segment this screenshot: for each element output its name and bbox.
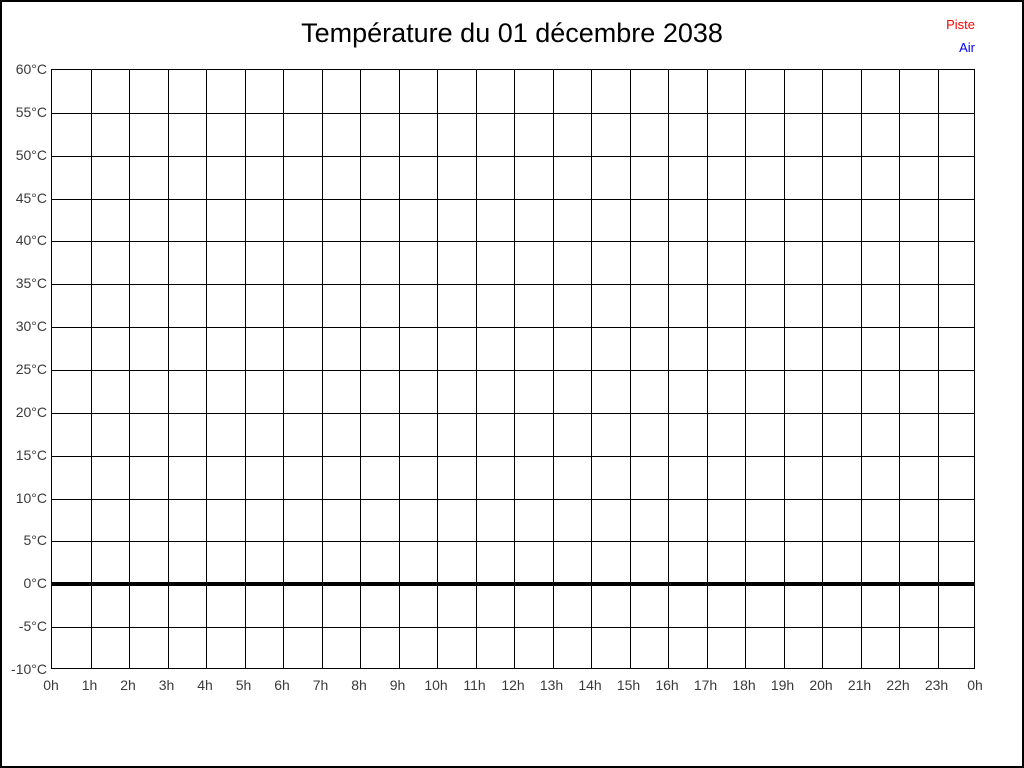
x-tick-label: 18h [732,677,756,693]
y-tick-label: 10°C [15,489,47,506]
grid-line-horizontal [52,327,974,329]
grid-line-vertical [822,70,823,668]
grid-line-horizontal [52,370,974,371]
x-axis-labels: 0h 1h 2h 3h 4h 5h 6h 7h 8h 9h 10h 11h 12h 13h 14h 15h 16… [43,677,983,697]
grid-line-horizontal [52,541,974,543]
y-tick-label: 5°C [23,532,48,549]
x-tick-label: 19h [770,677,795,693]
y-tick-label: 40°C [15,232,47,249]
x-tick-label: 0h [967,677,983,693]
x-tick-label: 21h [847,677,872,693]
grid-line-vertical [129,70,130,668]
x-tick-label: 9h [389,677,406,693]
grid-line-vertical [206,70,207,668]
y-tick-label: -10°C [11,661,47,677]
x-tick-label: 1h [81,677,98,693]
chart-title: Température du 01 décembre 2038 [301,18,723,48]
x-tick-label: 22h [886,677,910,693]
x-tick-label: 12h [501,677,525,693]
grid-line-horizontal [52,284,974,286]
grid-line-vertical [244,70,246,668]
grid-line-horizontal [52,112,974,114]
legend: Piste Air [946,13,975,59]
x-tick-label: 8h [351,677,367,693]
grid-line-vertical [591,70,592,668]
grid-line-vertical [899,70,900,668]
x-tick-label: 13h [539,677,564,693]
grid-line-vertical [629,70,631,668]
grid-line-vertical [398,70,400,668]
legend-entry-air: Air [959,40,975,55]
x-tick-label: 15h [616,677,641,693]
grid-line-vertical [552,70,554,668]
x-tick-label: 14h [578,677,602,693]
x-tick-label: 23h [924,677,949,693]
y-tick-label: 35°C [15,275,47,292]
grid-line-vertical [437,70,438,668]
y-tick-label: 0°C [23,575,48,592]
zero-degree-line [52,582,974,587]
grid-line-vertical [783,70,785,668]
grid-line-vertical [860,70,862,668]
x-tick-label: 2h [120,677,136,693]
grid-line-vertical [668,70,669,668]
grid-line-vertical [167,70,169,668]
x-tick-label: 11h [463,677,486,693]
y-axis-labels: 60°C 55°C 50°C 45°C 40°C 35°C 30°C 25°C 20°C 15°C… [2,61,48,677]
y-tick-label: 25°C [15,361,47,377]
y-tick-label: 15°C [15,446,47,463]
grid-line-vertical [90,70,92,668]
x-tick-label: 17h [693,677,718,693]
grid-line-vertical [706,70,708,668]
plot-area [51,69,975,669]
grid-line-vertical [514,70,515,668]
grid-line-vertical [475,70,477,668]
grid-line-horizontal [52,198,974,200]
x-tick-label: 10h [424,677,448,693]
y-tick-label: 60°C [15,61,47,77]
x-tick-label: 0h [43,677,59,693]
grid-line-horizontal [52,155,974,157]
grid-line-horizontal [52,412,974,414]
x-tick-label: 6h [274,677,290,693]
x-tick-label: 7h [312,677,329,693]
grid-line-horizontal [52,241,974,243]
x-tick-label: 20h [809,677,833,693]
y-tick-label: 55°C [15,103,47,120]
y-tick-label: 30°C [15,318,47,335]
legend-entry-piste: Piste [946,17,975,32]
y-tick-label: 20°C [15,403,47,420]
y-tick-label: 50°C [15,146,47,163]
x-tick-label: 3h [158,677,175,693]
grid-line-vertical [321,70,323,668]
y-tick-label: 45°C [15,189,47,206]
grid-line-vertical [283,70,284,668]
grid-line-horizontal [52,498,974,500]
x-tick-label: 5h [235,677,252,693]
grid-line-horizontal [52,627,974,629]
grid-line-horizontal [52,455,974,457]
x-tick-label: 16h [655,677,679,693]
y-tick-label: -5°C [18,618,47,635]
x-tick-label: 4h [197,677,213,693]
grid-line-vertical [360,70,361,668]
grid-line-vertical [937,70,939,668]
grid-line-vertical [745,70,746,668]
